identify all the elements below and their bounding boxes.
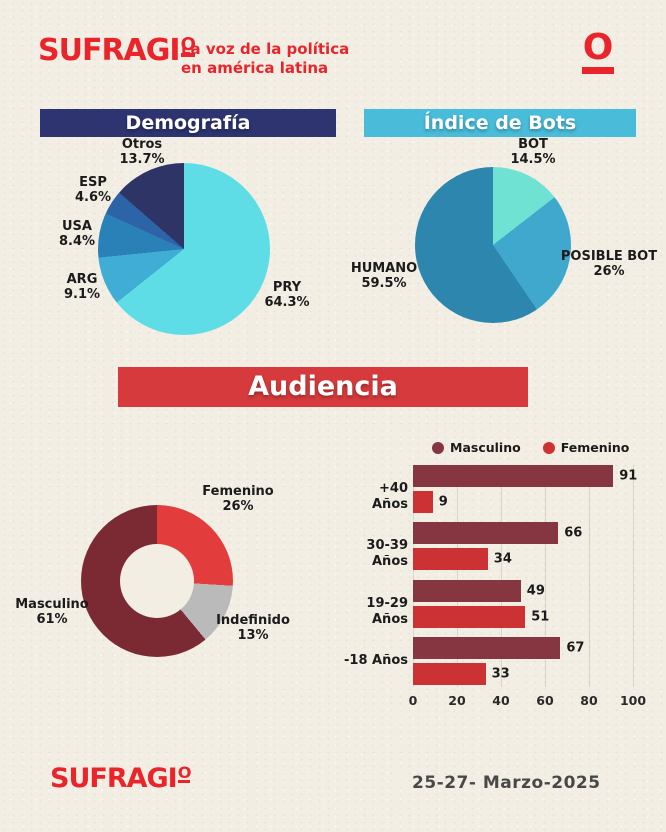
logo-text: SUFRAGI xyxy=(38,33,181,68)
legend-item-femenino: Femenino xyxy=(542,440,630,455)
bar-masculino: 91 xyxy=(413,465,637,487)
bar-value-label: 66 xyxy=(564,525,583,541)
legend-dot-masculino xyxy=(432,441,444,454)
x-axis-tick-label: 40 xyxy=(492,693,510,708)
gender-donut-chart xyxy=(81,505,233,657)
bar-category-label: -18 Años xyxy=(344,653,408,669)
brand-o-icon: O xyxy=(577,30,619,74)
pie-label-otros: Otros 13.7% xyxy=(119,137,165,167)
donut-label-indefinido: Indefinido 13% xyxy=(216,613,290,643)
brand-o-letter: O xyxy=(582,27,614,68)
bar-value-label: 67 xyxy=(566,640,585,656)
bar-value-label: 34 xyxy=(493,551,512,567)
tagline-line2: en américa latina xyxy=(181,58,329,77)
bar-masculino: 66 xyxy=(413,522,582,545)
footer-logo-text: SUFRAGI xyxy=(50,763,178,794)
bar-femenino: 9 xyxy=(413,491,448,513)
logo-o-glyph: O xyxy=(180,35,196,58)
donut-hole xyxy=(120,544,194,618)
bar-value-label: 49 xyxy=(526,583,545,599)
footer-date: 25-27- Marzo-2025 xyxy=(412,773,601,793)
section-header-demografia: Demografía xyxy=(40,109,336,137)
grid-line xyxy=(501,465,502,687)
bar-value-label: 33 xyxy=(491,666,510,682)
pie-label-esp: ESP 4.6% xyxy=(74,175,112,205)
pie-label-usa: USA 8.4% xyxy=(58,219,96,249)
pie-label-pry: PRY 64.3% xyxy=(264,280,310,310)
age-bar-chart: +40 Años 30-39 Años 19-29 Años -18 Años 91 9… xyxy=(340,460,662,720)
legend-label-femenino: Femenino xyxy=(560,440,630,455)
tagline-line1: La voz de la política xyxy=(181,40,350,58)
bar-chart-plot-area: 91 9 66 34 49 51 67 33 xyxy=(413,465,637,687)
bots-pie-chart xyxy=(415,167,571,323)
x-axis-tick-label: 20 xyxy=(448,693,466,708)
bar-chart-category-axis: +40 Años 30-39 Años 19-29 Años -18 Años xyxy=(340,465,408,687)
bar-value-label: 91 xyxy=(619,468,638,484)
bar-category-label: +40 Años xyxy=(372,481,408,512)
demografia-pie-chart xyxy=(98,163,270,335)
bar-value-label: 51 xyxy=(531,609,550,625)
grid-line xyxy=(633,465,634,687)
section-title-bots: Índice de Bots xyxy=(423,112,577,134)
footer-logo-o-glyph: O xyxy=(177,763,191,784)
grid-line xyxy=(457,465,458,687)
sufragio-logo: SUFRAGIO xyxy=(38,33,196,68)
bar-value-label: 9 xyxy=(438,494,448,510)
x-axis-tick-label: 100 xyxy=(619,693,647,708)
bar-femenino: 51 xyxy=(413,605,549,628)
grid-line xyxy=(589,465,590,687)
grid-line xyxy=(545,465,546,687)
bar-chart-legend: Masculino Femenino xyxy=(432,440,629,455)
legend-label-masculino: Masculino xyxy=(450,440,521,455)
bar-femenino: 34 xyxy=(413,548,512,571)
pie-label-bot: BOT 14.5% xyxy=(510,137,556,167)
bar-category-label: 19-29 Años xyxy=(366,595,408,627)
pie-label-posible-bot: POSIBLE BOT 26% xyxy=(560,249,658,279)
bar-masculino: 49 xyxy=(413,579,545,602)
x-axis-tick-label: 60 xyxy=(536,693,554,708)
pie-label-humano: HUMANO 59.5% xyxy=(350,261,418,291)
x-axis-tick-label: 80 xyxy=(580,693,598,708)
footer-sufragio-logo: SUFRAGIO xyxy=(50,763,191,794)
legend-item-masculino: Masculino xyxy=(432,440,521,455)
donut-label-masculino: Masculino 61% xyxy=(15,597,89,627)
donut-label-femenino: Femenino 26% xyxy=(202,484,274,514)
x-axis-tick-label: 0 xyxy=(408,693,418,708)
section-header-audiencia: Audiencia xyxy=(118,367,528,407)
legend-dot-femenino xyxy=(542,441,555,454)
bar-masculino: 67 xyxy=(413,637,584,660)
bar-chart-x-axis: 0 20 40 60 80 100 xyxy=(409,693,646,709)
section-title-demografia: Demografía xyxy=(125,112,251,134)
bar-category-label: 30-39 Años xyxy=(366,538,408,570)
pie-label-arg: ARG 9.1% xyxy=(63,272,101,302)
brand-o-underline xyxy=(582,67,614,74)
grid-line xyxy=(413,465,414,687)
tagline: La voz de la política en américa latina xyxy=(181,40,349,78)
section-title-audiencia: Audiencia xyxy=(248,371,398,402)
section-header-bots: Índice de Bots xyxy=(364,109,636,137)
bar-femenino: 33 xyxy=(413,663,510,686)
